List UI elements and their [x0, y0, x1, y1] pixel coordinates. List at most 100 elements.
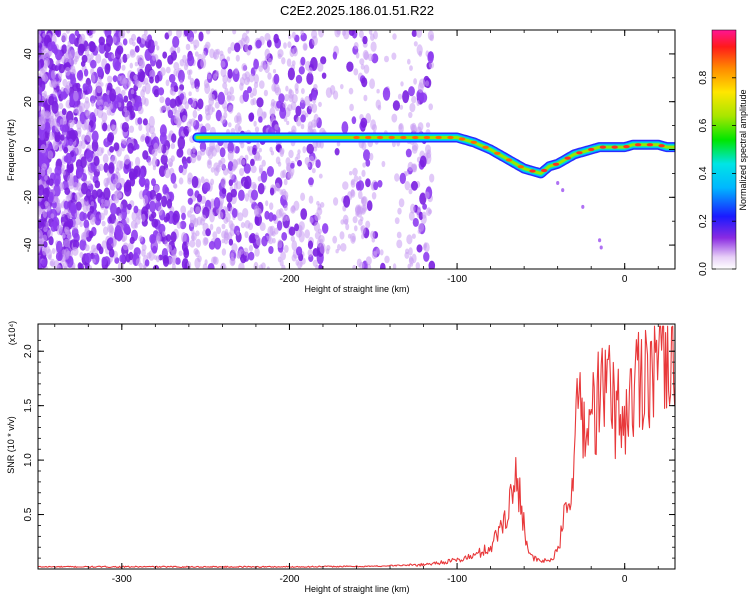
spectral-speckle	[149, 200, 156, 213]
spectral-speckle	[79, 263, 84, 269]
spectral-speckle	[353, 42, 359, 50]
spectral-speckle	[252, 87, 257, 97]
spectral-speckle	[44, 110, 51, 119]
spectral-speckle	[287, 67, 295, 81]
spectral-speckle	[315, 264, 319, 269]
spectral-speckle	[103, 226, 109, 235]
spectral-speckle	[373, 250, 377, 256]
spectral-speckle	[193, 78, 200, 90]
spectral-speckle	[188, 69, 193, 75]
spectral-speckle	[291, 240, 298, 251]
spectral-speckle	[176, 46, 181, 54]
spectral-speckle	[113, 142, 120, 152]
spectral-speckle	[82, 231, 87, 238]
spectral-speckle	[161, 230, 166, 238]
spectral-speckle	[396, 239, 403, 249]
ridge-peak	[435, 135, 442, 140]
spectral-speckle	[70, 75, 76, 85]
spectral-speckle	[301, 88, 305, 95]
spectral-speckle	[189, 239, 196, 248]
spectral-speckle	[59, 134, 65, 141]
x-tick-label: -300	[112, 574, 132, 585]
spectral-speckle	[123, 223, 131, 234]
spectral-speckle	[371, 192, 377, 200]
spectral-speckle	[197, 114, 203, 122]
spectral-speckle	[407, 58, 411, 65]
spectral-speckle	[282, 102, 287, 108]
spectral-speckle	[91, 189, 98, 200]
spectral-speckle	[98, 106, 102, 111]
spectral-speckle	[373, 181, 379, 191]
spectral-speckle	[250, 158, 255, 167]
spectral-speckle	[46, 124, 51, 133]
spectral-speckle	[423, 251, 430, 262]
spectral-speckle	[103, 187, 111, 201]
spectral-speckle	[54, 30, 60, 36]
spectral-speckle	[134, 61, 139, 67]
spectral-speckle	[228, 104, 234, 114]
spectral-speckle	[200, 176, 205, 184]
spectral-speckle	[141, 249, 146, 257]
spectral-speckle	[172, 36, 180, 48]
spectral-speckle	[76, 165, 83, 178]
spectral-speckle	[195, 206, 201, 214]
spectral-speckle	[252, 183, 257, 190]
spectral-speckle	[370, 41, 377, 52]
spectral-speckle	[128, 125, 135, 133]
spectral-speckle	[52, 89, 57, 97]
spectral-speckle	[281, 264, 286, 269]
spectral-speckle	[424, 191, 430, 199]
spectral-speckle	[106, 124, 111, 132]
spectral-speckle	[261, 159, 266, 167]
spectral-speckle	[296, 116, 302, 127]
spectral-speckle	[96, 188, 103, 198]
spectral-speckle	[71, 227, 79, 239]
spectral-speckle	[408, 257, 414, 265]
spectral-speckle	[40, 200, 46, 210]
spectral-speckle	[269, 107, 276, 118]
spectral-speckle	[139, 177, 146, 188]
spectral-speckle	[298, 221, 305, 231]
spectral-speckle	[200, 57, 207, 69]
spectral-speckle	[266, 166, 274, 177]
spectral-speckle	[100, 147, 105, 154]
spectral-speckle	[115, 180, 121, 189]
spectral-speckle	[42, 187, 50, 199]
spectral-speckle	[44, 57, 50, 67]
spectral-speckle	[59, 118, 64, 126]
spectral-speckle	[213, 256, 219, 265]
spectral-speckle	[306, 72, 314, 85]
spectral-speckle	[377, 180, 383, 188]
spectral-speckle	[363, 94, 368, 102]
spectral-speckle	[65, 30, 70, 34]
spectral-speckle	[312, 248, 319, 257]
spectral-speckle	[258, 116, 263, 123]
spectral-speckle	[161, 195, 168, 208]
spectral-speckle	[227, 150, 234, 162]
spectral-speckle	[87, 84, 93, 94]
x-tick-label: -300	[112, 274, 132, 285]
spectral-speckle	[370, 230, 376, 240]
spectral-speckle	[261, 262, 266, 269]
spectral-speckle	[316, 207, 323, 216]
spectral-speckle	[286, 120, 290, 126]
spectral-speckle	[92, 258, 96, 264]
spectral-speckle	[427, 30, 434, 41]
spectral-speckle	[63, 155, 69, 163]
spectral-speckle	[47, 167, 53, 175]
spectral-speckle	[123, 154, 130, 165]
spectral-speckle	[247, 44, 253, 51]
spectral-speckle	[108, 248, 115, 258]
ridge-peak	[458, 137, 466, 141]
spectral-speckle	[202, 50, 207, 59]
spectral-speckle	[288, 226, 296, 236]
spectral-speckle	[428, 61, 435, 69]
spectral-speckle	[250, 189, 259, 201]
spectral-speckle	[398, 124, 403, 130]
spectral-speckle	[243, 247, 249, 256]
spectral-speckle	[193, 39, 200, 49]
spectral-speckle	[258, 65, 264, 72]
spectral-speckle	[50, 258, 56, 267]
spectral-speckle	[258, 147, 262, 153]
spectral-speckle	[196, 150, 202, 161]
